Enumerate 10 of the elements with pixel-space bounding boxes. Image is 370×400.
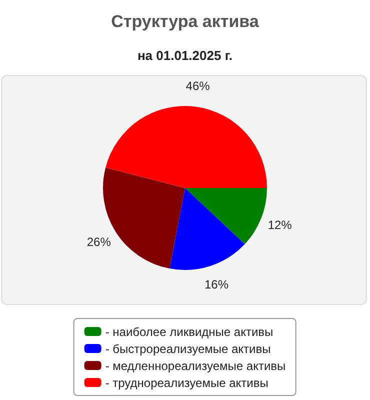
data-label: 46% — [186, 79, 210, 94]
chart-title: Структура актива — [111, 12, 260, 31]
legend-label: - наиболее ликвидные активы — [105, 324, 274, 338]
legend-label: - труднореализуемые активы — [105, 376, 268, 390]
data-label: 26% — [86, 234, 112, 249]
chart-subtitle: на 01.01.2025 г. — [137, 48, 233, 63]
legend-label: - быстрореализуемые активы — [105, 342, 271, 356]
data-label: 16% — [204, 277, 229, 292]
data-label: 12% — [268, 218, 292, 232]
legend-label: - медленнореализуемые активы — [105, 358, 286, 372]
